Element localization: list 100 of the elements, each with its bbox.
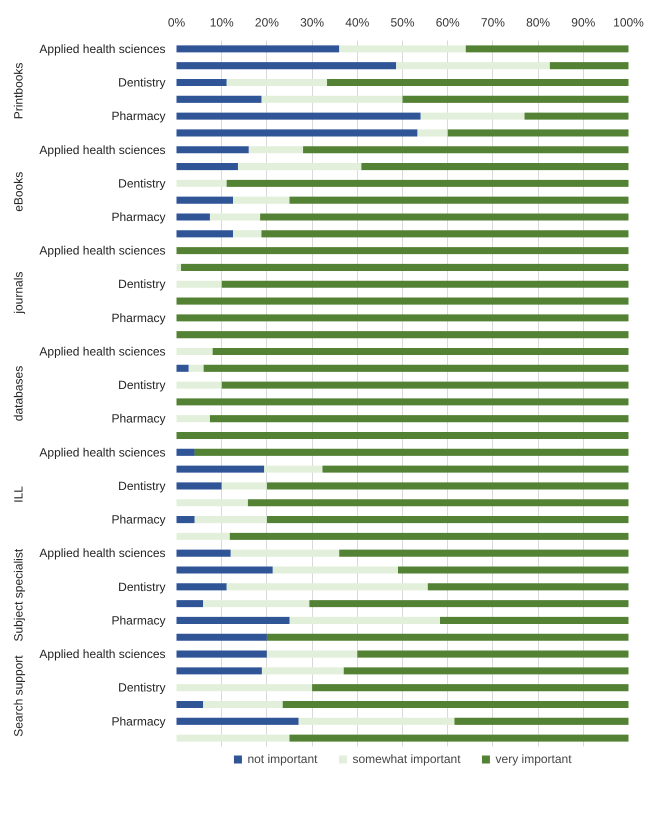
bar [298, 718, 454, 725]
bar [212, 348, 628, 356]
bar [203, 600, 310, 608]
bar [176, 650, 267, 658]
bar [176, 129, 418, 136]
bar [266, 482, 628, 490]
bar [176, 734, 290, 742]
bar [248, 146, 304, 154]
bar [176, 499, 248, 506]
y-tick-label: Applied health sciences [39, 142, 166, 157]
text: Printbooks [12, 62, 26, 120]
y-tick-label: Dentistry [118, 580, 166, 594]
bar [176, 550, 231, 557]
bar [238, 163, 362, 170]
bar [327, 78, 628, 86]
bar [233, 230, 262, 238]
bar [176, 432, 628, 440]
y-tick-label: Applied health sciences [39, 42, 166, 56]
bar [454, 718, 628, 725]
bar [176, 532, 230, 540]
bar [176, 448, 195, 456]
text: journals [12, 272, 26, 315]
y-tick-label: Pharmacy [111, 310, 166, 325]
bar [181, 264, 628, 271]
bar [176, 78, 227, 86]
bar [210, 415, 628, 422]
bar [176, 264, 182, 271]
bar [203, 700, 283, 708]
x-tick-label: 10% [210, 16, 234, 30]
bar [261, 230, 628, 238]
bar [176, 247, 628, 254]
y-tick-label: Applied health sciences [39, 647, 166, 662]
bar [226, 583, 428, 590]
bar [176, 583, 227, 590]
x-tick-label: 80% [526, 16, 550, 30]
bar [282, 700, 628, 708]
legend-label: very important [496, 752, 572, 766]
bar [260, 213, 628, 221]
y-tick-label: Dentistry [118, 176, 166, 190]
bar [176, 230, 233, 238]
bar [339, 550, 628, 557]
bar [176, 180, 227, 187]
y-tick-label: Applied health sciences [39, 445, 166, 460]
bar [176, 566, 273, 574]
text: ILL [12, 486, 26, 503]
bar [233, 196, 290, 204]
bar [309, 600, 628, 608]
bar [176, 634, 267, 641]
bar [176, 163, 238, 170]
bar [448, 129, 628, 136]
bar [226, 78, 328, 86]
x-tick-label: 0% [168, 16, 186, 30]
bar [248, 499, 628, 506]
y-tick-label: Pharmacy [111, 512, 166, 527]
bar [266, 516, 628, 524]
y-tick-label: Pharmacy [111, 109, 166, 124]
bar [176, 364, 189, 372]
bar [222, 482, 267, 490]
bar [176, 667, 262, 674]
bar [420, 112, 525, 120]
bar [550, 62, 628, 70]
bar [204, 364, 628, 372]
y-tick-label: Dentistry [118, 277, 166, 292]
legend-label: not important [247, 752, 318, 766]
bar [266, 650, 358, 658]
x-tick-label: 100% [613, 16, 644, 30]
x-tick-label: 50% [390, 16, 415, 30]
bar [440, 616, 628, 624]
bar [176, 280, 222, 288]
x-tick-label: 40% [345, 16, 370, 30]
y-tick-label: Pharmacy [111, 613, 166, 628]
bar [176, 331, 628, 338]
bar [339, 45, 466, 52]
legend-label: somewhat important [352, 752, 461, 766]
text: eBooks [12, 172, 26, 212]
bar [176, 415, 210, 422]
bar [396, 62, 550, 70]
bar [226, 180, 628, 187]
bar [344, 667, 628, 674]
bar [428, 583, 628, 590]
bar [230, 550, 340, 557]
bar [361, 163, 628, 170]
x-tick-label: 70% [480, 16, 506, 30]
bar [176, 600, 204, 608]
x-tick-label: 20% [254, 16, 280, 30]
bar [176, 196, 233, 204]
bar [176, 314, 628, 322]
bar [176, 62, 396, 70]
bar [322, 466, 628, 473]
bar [176, 45, 340, 52]
x-tick-label: 90% [571, 16, 596, 30]
bar [176, 466, 264, 473]
bar [176, 482, 222, 490]
bar [222, 382, 628, 389]
bar [222, 280, 628, 288]
bar [262, 667, 344, 674]
y-tick-label: Applied health sciences [39, 546, 166, 560]
bar [176, 718, 299, 725]
bar [176, 146, 249, 154]
bar [176, 298, 628, 305]
